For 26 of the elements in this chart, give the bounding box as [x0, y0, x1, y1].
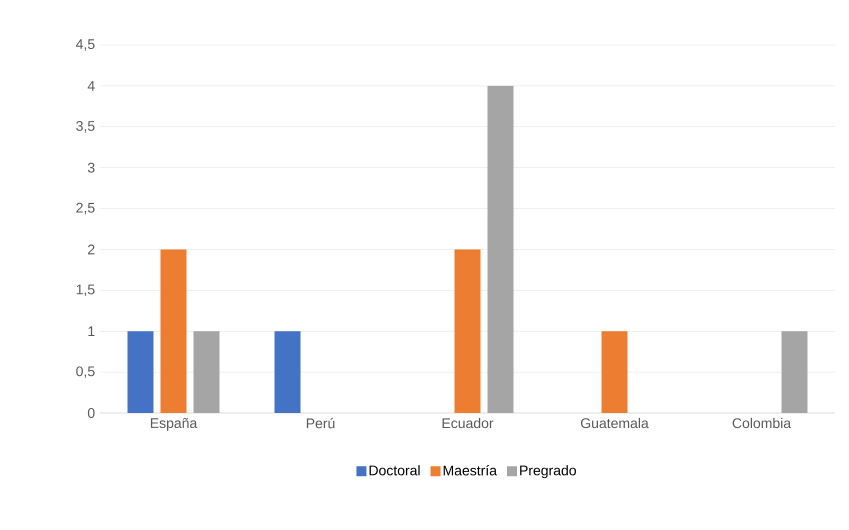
bar [602, 331, 628, 413]
bar [194, 331, 220, 413]
x-tick-label: España [150, 418, 198, 431]
y-tick-label: 4 [88, 81, 95, 91]
x-tick-label: Perú [306, 418, 334, 428]
y-tick-label: 3,5 [76, 120, 95, 133]
bar [160, 249, 186, 413]
y-tick-label: 4,5 [76, 39, 95, 51]
x-tick-label: Ecuador [442, 418, 494, 428]
x-tick-label: Guatemala [580, 418, 649, 428]
legend-label: Maestría [444, 465, 497, 476]
x-tick-label: Colombia [732, 418, 792, 428]
bar [782, 331, 808, 413]
y-tick-label: 0 [88, 408, 95, 418]
y-tick-label: 0,5 [76, 366, 95, 378]
y-tick-label: 1,5 [76, 284, 95, 296]
y-tick-label: 2,5 [76, 202, 95, 214]
legend-label: Doctoral [370, 465, 420, 476]
bar [128, 331, 154, 413]
legend-label: Pregrado [520, 465, 576, 478]
bar [274, 331, 301, 413]
bar [454, 249, 481, 413]
y-tick-label: 2 [88, 244, 94, 254]
y-tick-label: 1 [88, 326, 94, 336]
bar [488, 86, 514, 413]
y-tick-label: 3 [88, 162, 95, 173]
